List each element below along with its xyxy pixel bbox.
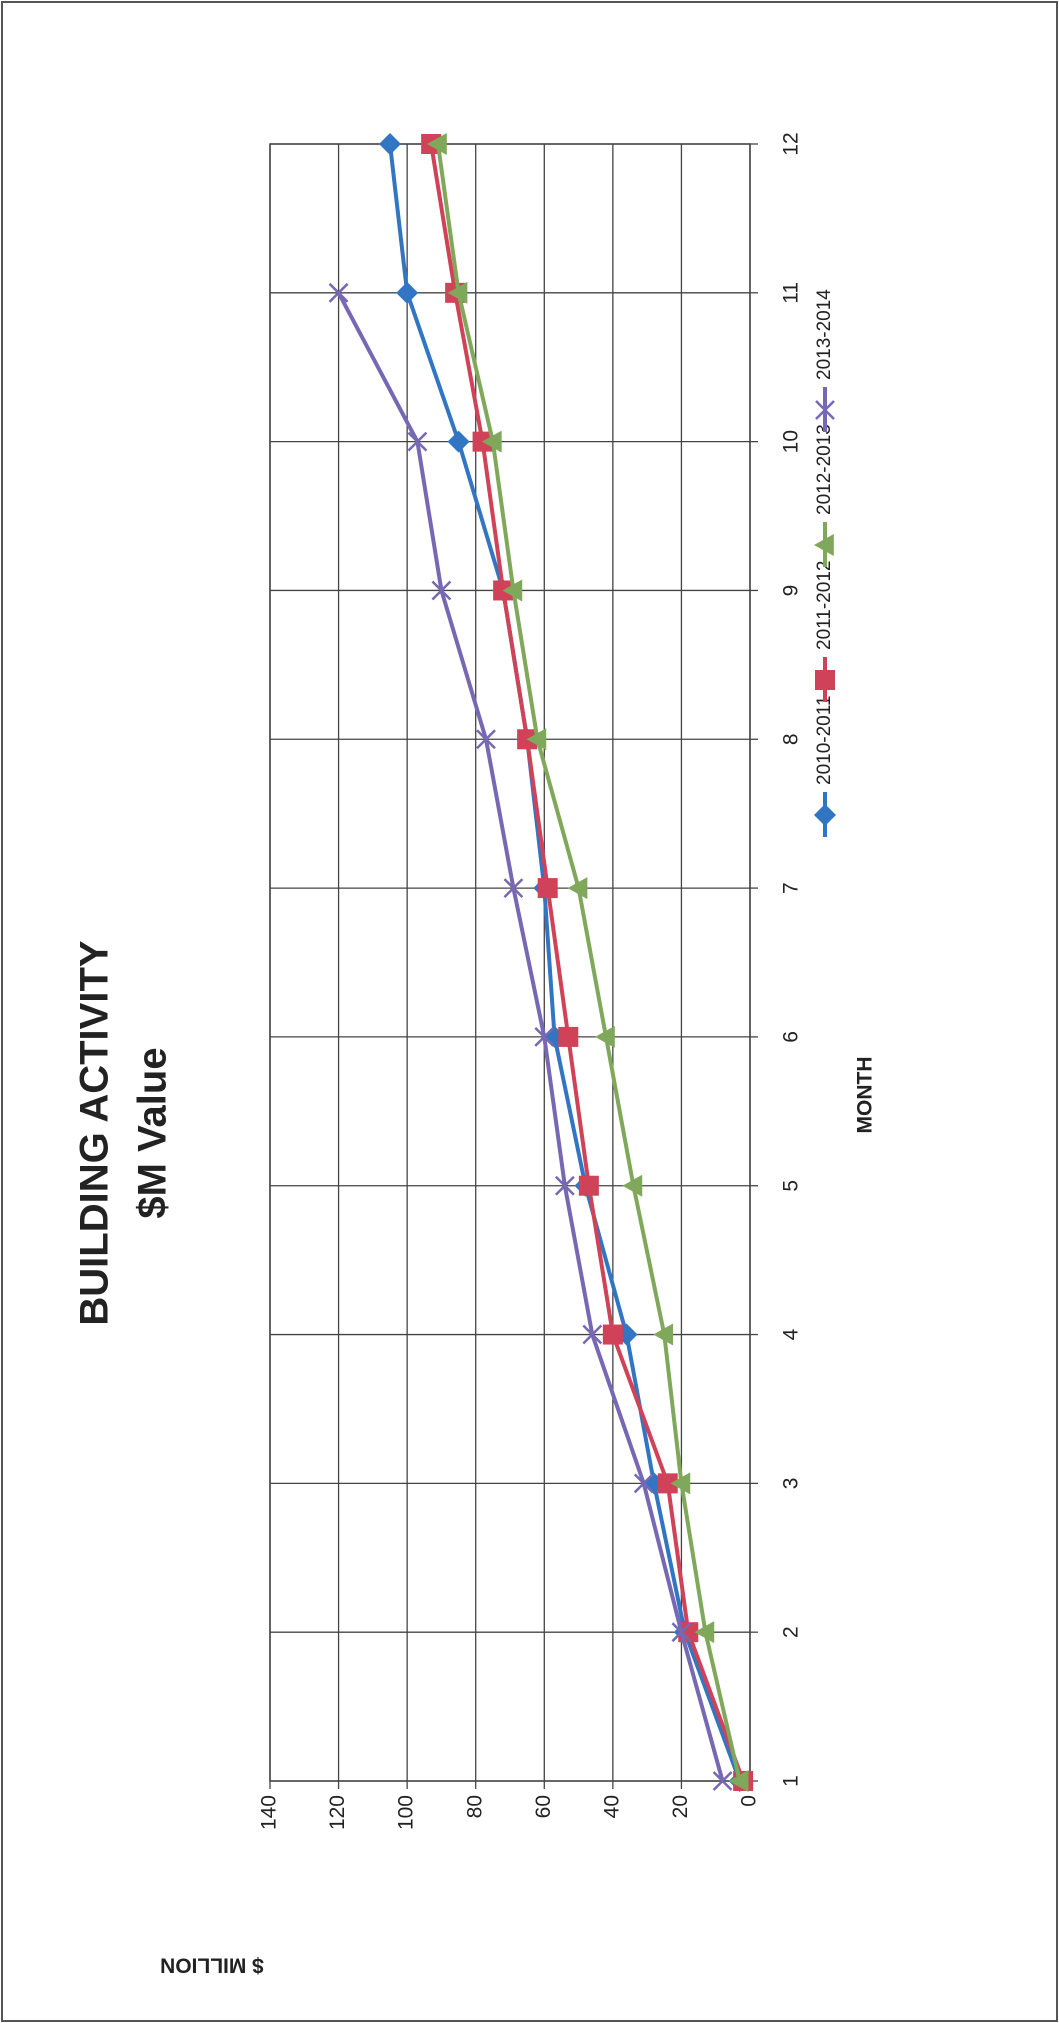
x-tick-label: 9: [780, 585, 803, 597]
legend-marker: [815, 400, 835, 420]
marker: [712, 1771, 733, 1791]
x-tick-label: 11: [780, 282, 803, 304]
y-tick-label: 60: [532, 1795, 555, 1818]
marker: [534, 1027, 555, 1047]
marker: [431, 580, 452, 601]
x-tick-label: 12: [780, 132, 803, 155]
marker: [728, 1770, 749, 1792]
marker: [578, 1175, 599, 1196]
marker: [502, 579, 523, 602]
marker: [476, 729, 496, 750]
marker: [537, 878, 558, 899]
x-tick-label: 5: [780, 1180, 803, 1192]
marker: [671, 1622, 692, 1643]
x-tick-label: 7: [780, 882, 803, 894]
chart-title: BUILDING ACTIVITY: [73, 940, 117, 1325]
x-tick-label: 1: [780, 1775, 803, 1787]
y-tick-label: 20: [669, 1795, 692, 1818]
marker: [595, 1025, 615, 1048]
x-tick-label: 4: [780, 1328, 803, 1340]
marker: [396, 281, 419, 304]
legend-label: 2010-2011: [814, 696, 835, 785]
x-axis-title: MONTH: [854, 1057, 877, 1134]
marker: [481, 430, 502, 453]
marker: [427, 133, 447, 155]
x-tick-label: 2: [780, 1626, 803, 1638]
marker: [657, 1473, 678, 1494]
marker: [447, 430, 470, 453]
marker: [526, 728, 547, 751]
x-tick-label: 10: [780, 430, 803, 453]
marker: [622, 1174, 643, 1197]
marker: [554, 1175, 575, 1196]
marker: [447, 281, 468, 304]
marker: [582, 1324, 603, 1345]
legend-label: 2012-2013: [814, 424, 835, 515]
legend-label: 2011-2012: [814, 561, 835, 650]
marker: [653, 1323, 674, 1346]
marker: [379, 133, 401, 155]
y-tick-label: 0: [738, 1795, 761, 1807]
marker: [602, 1324, 623, 1345]
legend-marker: [815, 670, 835, 690]
y-tick-label: 100: [395, 1795, 418, 1830]
legend-label: 2013-2014: [814, 289, 835, 380]
marker: [694, 1621, 715, 1644]
marker: [558, 1026, 579, 1047]
marker: [407, 431, 428, 452]
y-axis-title: $ MILLION: [160, 1953, 264, 1976]
x-tick-label: 8: [780, 733, 803, 745]
y-tick-label: 120: [326, 1795, 349, 1830]
marker: [328, 282, 349, 303]
marker: [670, 1472, 691, 1495]
marker: [503, 878, 524, 898]
x-tick-label: 3: [780, 1478, 803, 1490]
x-tick-label: 6: [780, 1031, 803, 1043]
y-tick-label: 40: [600, 1795, 623, 1818]
legend-marker: [814, 534, 834, 556]
series-line: [388, 143, 742, 1782]
legend-marker: [814, 804, 836, 826]
y-tick-label: 80: [463, 1795, 486, 1818]
rotated-chart: BUILDING ACTIVITY $M Value MONTH $ MILLI…: [73, 132, 877, 1976]
marker: [633, 1473, 654, 1494]
chart-subtitle: $M Value: [131, 1047, 175, 1218]
series-line: [429, 143, 746, 1782]
plot-border: [269, 143, 751, 1782]
series-line: [436, 143, 742, 1782]
y-tick-label: 140: [258, 1795, 281, 1830]
marker: [567, 877, 588, 900]
